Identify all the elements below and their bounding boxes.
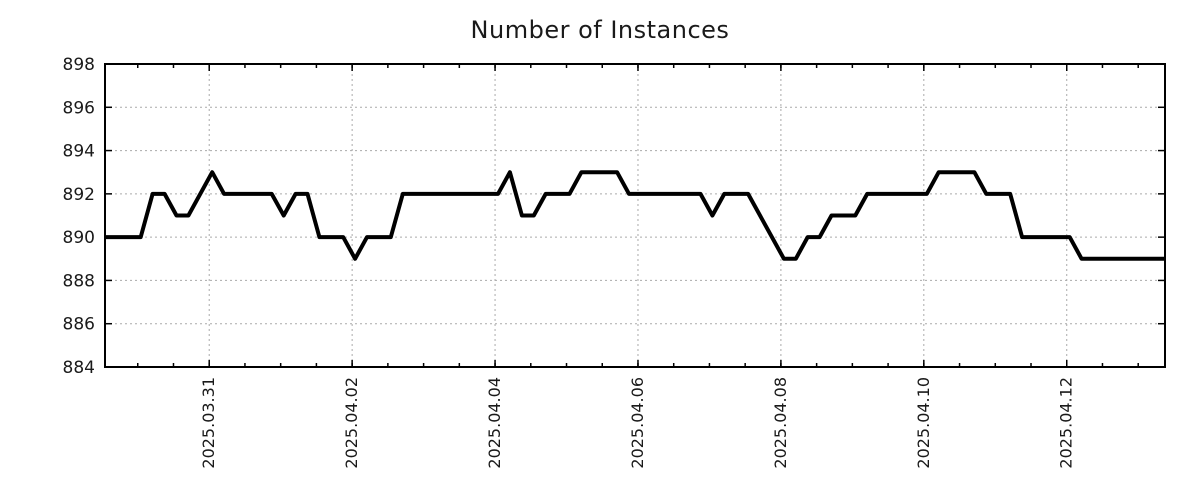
x-tick-label: 2025.04.10 xyxy=(914,377,933,469)
y-tick-label: 886 xyxy=(63,315,95,335)
chart-title: Number of Instances xyxy=(470,16,730,44)
data-line-instances xyxy=(105,170,1165,261)
x-tick-label: 2025.04.02 xyxy=(342,377,361,469)
x-tick-label: 2025.04.04 xyxy=(485,377,504,469)
plot-border xyxy=(104,63,1166,368)
x-tick-label: 2025.03.31 xyxy=(199,377,218,469)
y-tick-label: 896 xyxy=(63,98,95,118)
y-tick-label: 888 xyxy=(63,271,95,291)
y-tick-label: 894 xyxy=(63,142,95,162)
y-tick-label: 890 xyxy=(63,228,95,248)
x-tick-label: 2025.04.12 xyxy=(1057,377,1076,469)
y-tick-label: 898 xyxy=(63,55,95,75)
y-tick-label: 892 xyxy=(63,185,95,205)
x-tick-label: 2025.04.08 xyxy=(771,377,790,469)
y-tick-label: 884 xyxy=(63,358,95,378)
x-tick-label: 2025.04.06 xyxy=(628,377,647,469)
